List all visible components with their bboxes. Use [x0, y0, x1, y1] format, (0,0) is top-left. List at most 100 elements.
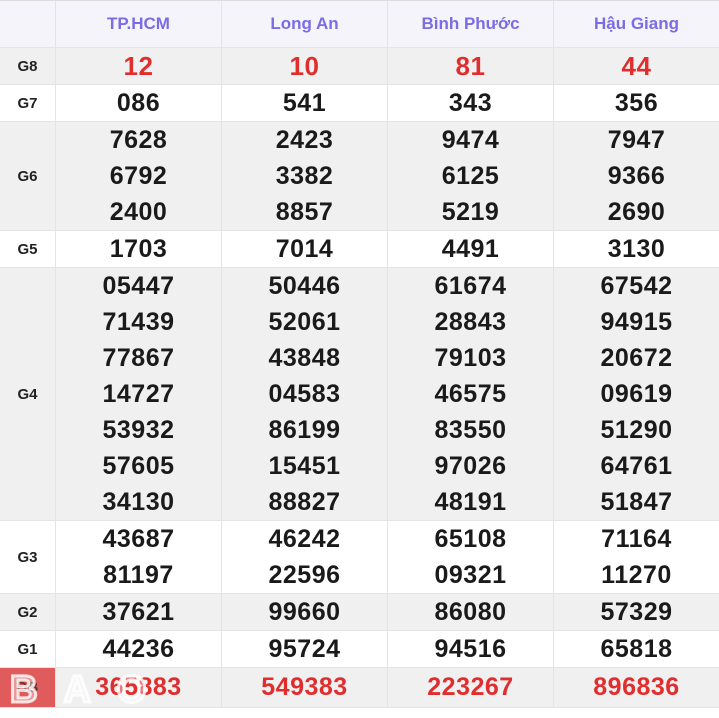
result-number: 09619 — [600, 379, 673, 408]
result-number: 7628 — [109, 125, 168, 154]
result-cell: 94516 — [387, 631, 553, 667]
result-number: 549383 — [261, 673, 348, 701]
prize-label-g5: G5 — [17, 240, 38, 258]
result-cell: 2423 3382 8857 — [221, 122, 387, 230]
prize-row-g7: G7 086 541 343 356 — [0, 85, 719, 122]
result-number: 15451 — [268, 451, 341, 480]
prize-label-g6: G6 — [17, 167, 38, 185]
result-number: 04583 — [268, 379, 341, 408]
column-header-tphcm[interactable]: TP.HCM — [55, 1, 221, 47]
prize-row-g6: G6 7628 6792 2400 2423 3382 8857 9474 6125 5219 79… — [0, 122, 719, 231]
result-cell: 223267 — [387, 668, 553, 707]
result-number: 51847 — [600, 487, 673, 516]
result-cell: 1703 — [55, 231, 221, 267]
result-cell: 95724 — [221, 631, 387, 667]
result-cell: 9474 6125 5219 — [387, 122, 553, 230]
result-number: 34130 — [102, 487, 175, 516]
result-number: 43848 — [268, 343, 341, 372]
result-number: 64761 — [600, 451, 673, 480]
result-cell: 3130 — [553, 231, 719, 267]
result-number: 97026 — [434, 451, 507, 480]
result-number: 541 — [282, 88, 327, 117]
result-cell: 43687 81197 — [55, 521, 221, 593]
result-number: 3382 — [275, 161, 334, 190]
result-number: 7947 — [607, 125, 666, 154]
result-number: 81197 — [103, 560, 174, 589]
result-number: 2423 — [275, 125, 334, 154]
result-cell: 46242 22596 — [221, 521, 387, 593]
result-number: 5219 — [441, 197, 500, 226]
result-cell: 99660 — [221, 594, 387, 630]
result-cell: 05447 71439 77867 14727 53932 57605 34130 — [55, 268, 221, 520]
result-number: 1703 — [109, 234, 168, 263]
result-number: 4491 — [441, 234, 500, 263]
result-number: 95724 — [268, 634, 341, 663]
column-header-hau-giang[interactable]: Hậu Giang — [553, 1, 719, 47]
result-number: 44236 — [102, 634, 175, 663]
prize-label-db: ĐB — [0, 668, 55, 707]
result-number: 10 — [289, 50, 320, 81]
result-number: 65818 — [600, 634, 673, 663]
result-number: 48191 — [434, 487, 507, 516]
result-cell: 10 — [221, 48, 387, 84]
result-cell: 549383 — [221, 668, 387, 707]
result-number: 77867 — [102, 343, 175, 372]
prize-row-g2: G2 37621 99660 86080 57329 — [0, 594, 719, 631]
result-cell: 50446 52061 43848 04583 86199 15451 88827 — [221, 268, 387, 520]
result-cell: 57329 — [553, 594, 719, 630]
result-number: 44 — [621, 50, 652, 81]
result-cell: 365883 — [55, 668, 221, 707]
result-cell: 4491 — [387, 231, 553, 267]
prize-label-g3: G3 — [17, 548, 38, 566]
result-number: 99660 — [268, 597, 341, 626]
result-cell: 44236 — [55, 631, 221, 667]
result-number: 86080 — [434, 597, 507, 626]
result-number: 7014 — [275, 234, 334, 263]
column-header-binh-phuoc[interactable]: Bình Phước — [387, 1, 553, 47]
result-number: 223267 — [427, 673, 514, 701]
result-cell: 86080 — [387, 594, 553, 630]
result-number: 81 — [455, 50, 486, 81]
header-corner-cell — [0, 1, 55, 47]
result-cell: 65108 09321 — [387, 521, 553, 593]
result-number: 2690 — [607, 197, 666, 226]
result-number: 896836 — [593, 673, 680, 701]
result-number: 46575 — [434, 379, 507, 408]
result-number: 52061 — [268, 307, 341, 336]
result-number: 94915 — [600, 307, 673, 336]
result-number: 67542 — [600, 271, 673, 300]
result-cell: 12 — [55, 48, 221, 84]
column-header-long-an[interactable]: Long An — [221, 1, 387, 47]
result-cell: 7628 6792 2400 — [55, 122, 221, 230]
result-cell: 71164 11270 — [553, 521, 719, 593]
result-number: 53932 — [102, 415, 175, 444]
result-cell: 7014 — [221, 231, 387, 267]
result-cell: 44 — [553, 48, 719, 84]
result-number: 9474 — [441, 125, 500, 154]
prize-row-g4: G4 05447 71439 77867 14727 53932 57605 34130 504… — [0, 268, 719, 521]
result-number: 61674 — [434, 271, 507, 300]
result-number: 6792 — [109, 161, 168, 190]
result-number: 57605 — [102, 451, 175, 480]
result-cell: 343 — [387, 85, 553, 121]
result-number: 365883 — [95, 673, 182, 701]
result-number: 83550 — [434, 415, 507, 444]
result-number: 09321 — [434, 560, 507, 589]
result-cell: 086 — [55, 85, 221, 121]
result-number: 43687 — [102, 524, 175, 553]
result-number: 28843 — [434, 307, 507, 336]
result-number: 86199 — [268, 415, 341, 444]
results-table-body: G8 12 10 81 44 G7 086 541 343 356 G6 7628 6792 2400 24… — [0, 48, 719, 708]
result-number: 71164 — [601, 524, 672, 553]
result-number: 37621 — [102, 597, 175, 626]
result-number: 46242 — [268, 524, 341, 553]
result-number: 2400 — [109, 197, 168, 226]
result-number: 14727 — [102, 379, 175, 408]
result-number: 57329 — [600, 597, 673, 626]
result-number: 79103 — [434, 343, 507, 372]
result-number: 12 — [123, 50, 154, 81]
result-number: 356 — [614, 88, 659, 117]
result-cell: 7947 9366 2690 — [553, 122, 719, 230]
